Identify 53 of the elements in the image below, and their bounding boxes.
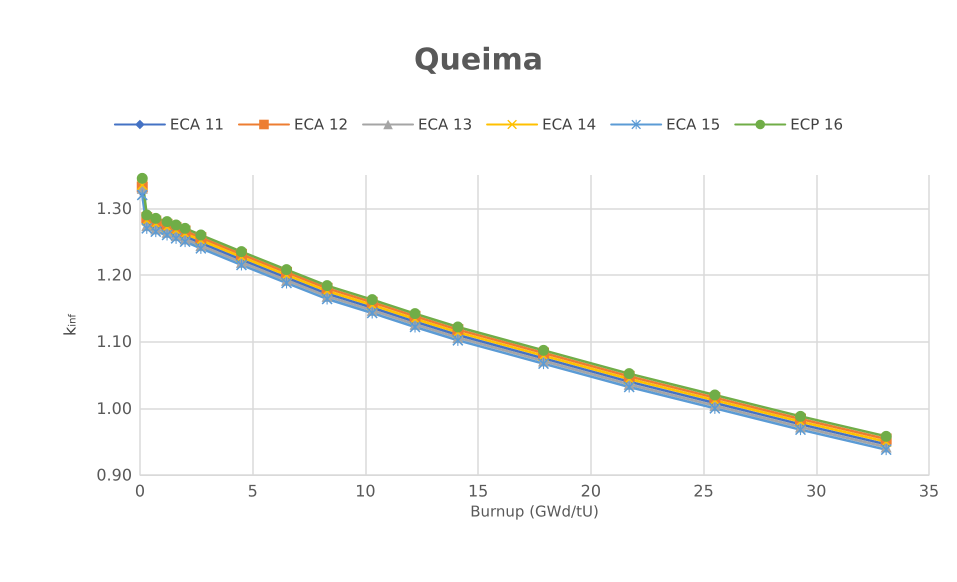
x-tick-label: 15: [468, 482, 488, 500]
point: [180, 236, 191, 248]
point: [162, 230, 173, 240]
legend-label: ECA 12: [294, 116, 348, 134]
point: [410, 322, 421, 332]
y-tick-label: 1.20: [96, 266, 132, 284]
x-tick-label: 5: [248, 482, 258, 500]
y-axis-title: kinf: [60, 314, 80, 336]
y-tick-label: 0.90: [96, 466, 132, 484]
x-tick-label: 35: [918, 482, 940, 500]
y-tick-label: 1.10: [96, 332, 132, 352]
point: [162, 216, 173, 228]
x-tick-label: 10: [355, 482, 376, 500]
point: [281, 278, 292, 288]
x-axis-title: Burnup (GWd/tU): [470, 502, 599, 520]
point: [195, 230, 206, 240]
point: [538, 344, 550, 356]
legend-label: ECA 11: [170, 116, 224, 134]
x-tick-label: 0: [134, 482, 146, 500]
point: [366, 294, 378, 306]
point: [170, 220, 182, 230]
point: [236, 260, 247, 270]
point: [410, 308, 421, 320]
y-tick-label: 1.00: [96, 398, 132, 418]
point: [195, 242, 206, 254]
point: [141, 210, 152, 220]
point: [322, 294, 333, 304]
point: [136, 190, 148, 200]
point: [624, 368, 635, 380]
point: [452, 322, 464, 332]
x-tick-label: 30: [806, 482, 826, 500]
point: [880, 430, 892, 442]
legend-label: ECA 14: [542, 116, 596, 134]
point: [322, 280, 333, 292]
x-tick-label: 20: [580, 482, 602, 500]
legend-label: ECA 15: [666, 116, 720, 134]
point: [709, 390, 720, 400]
point: [880, 444, 892, 456]
chart-title: Queima: [414, 42, 543, 78]
x-tick-label: 25: [693, 482, 714, 500]
point: [709, 402, 720, 414]
point: [150, 226, 162, 238]
point: [452, 334, 464, 346]
point: [281, 264, 292, 276]
y-tick-label: 1.30: [96, 198, 132, 218]
point: [180, 222, 191, 234]
point: [136, 172, 148, 184]
legend-label: ECA 13: [418, 116, 472, 134]
point: [150, 212, 162, 224]
legend-label: ECP 16: [790, 116, 844, 134]
point: [141, 222, 152, 234]
point: [795, 410, 806, 422]
point: [236, 246, 247, 258]
